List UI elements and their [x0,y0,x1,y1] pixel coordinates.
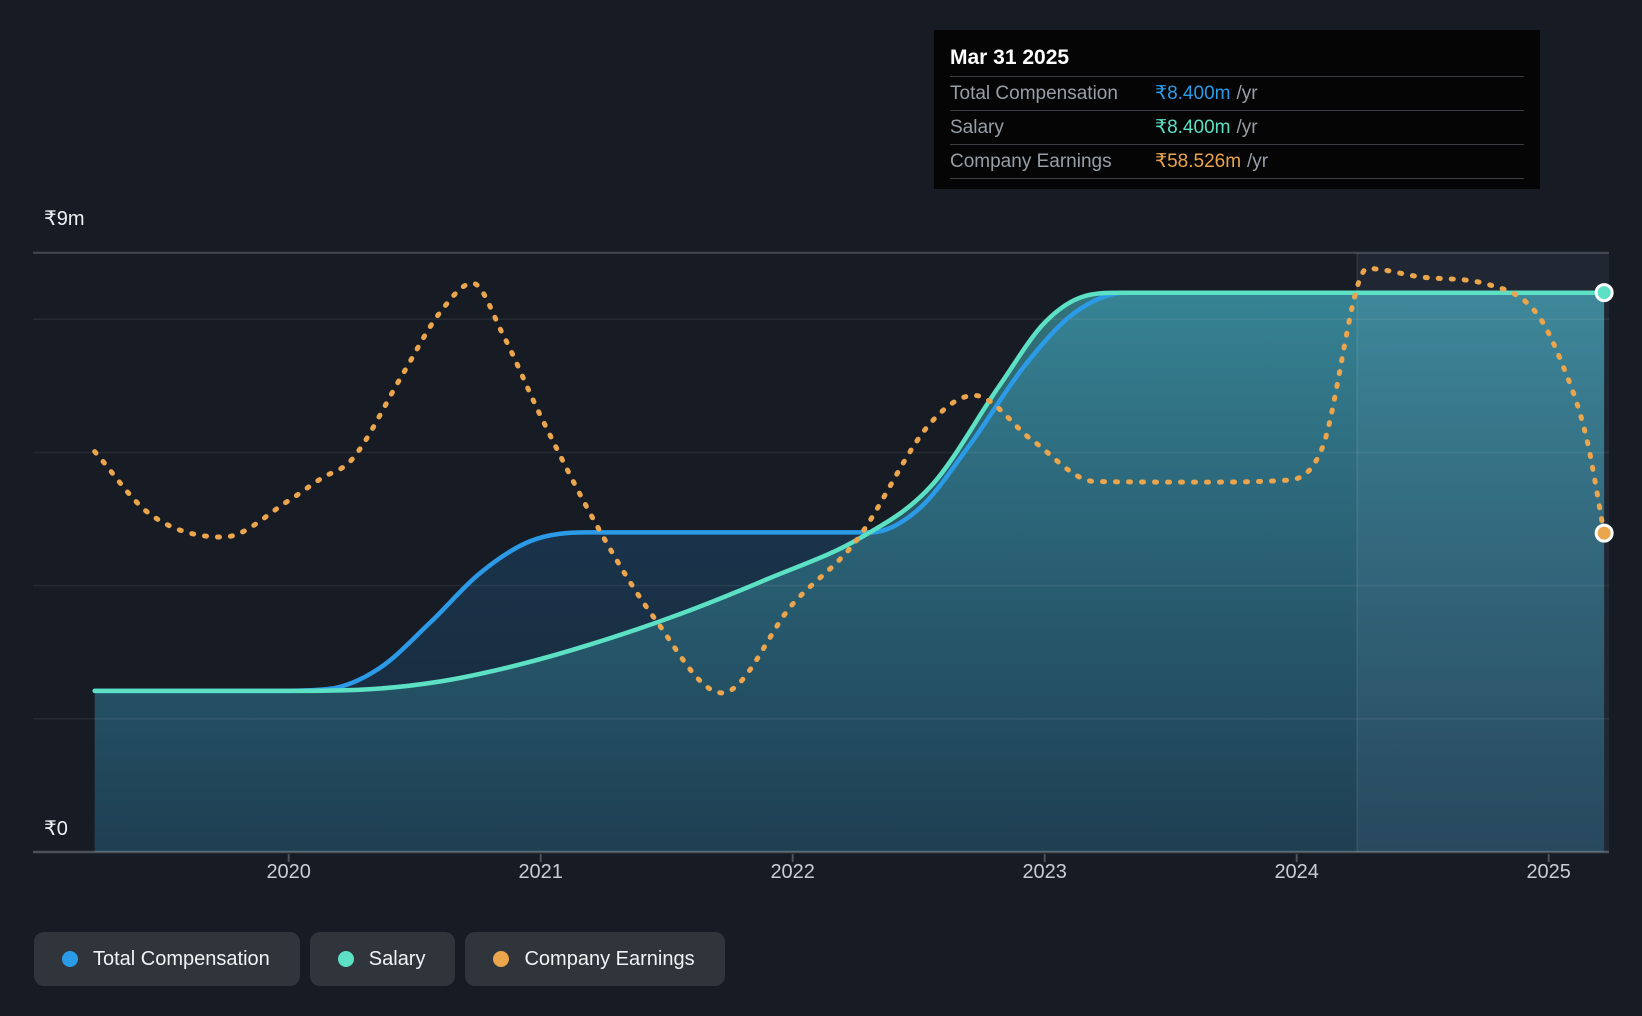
legend-label: Total Compensation [93,947,270,970]
x-axis-label-2023: 2023 [1022,861,1067,883]
tooltip-row-salary: Salary ₹8.400m /yr [950,111,1524,145]
tooltip-label: Total Compensation [950,83,1118,104]
salary-area [94,292,1605,852]
total-compensation-dot-icon [62,951,78,967]
x-axis-label-2020: 2020 [266,861,311,883]
recent-period-highlight-band [1357,252,1609,852]
legend-label: Company Earnings [524,947,695,970]
tooltip-label: Company Earnings [950,151,1112,172]
tooltip-value: ₹8.400m [1155,83,1231,104]
tooltip-value: ₹58.526m [1155,151,1242,172]
y-axis-max-label: ₹9m [44,208,85,230]
salary-line[interactable] [92,290,1607,694]
x-axis-label-2024: 2024 [1274,861,1319,883]
legend-label: Salary [368,947,426,970]
x-axis-label-2021: 2021 [518,861,563,883]
tooltip-unit: /yr [1247,151,1269,172]
company-earnings-dot-icon [493,951,510,967]
legend-item-company-earnings[interactable]: Company Earnings [465,932,725,986]
tooltip-unit: /yr [1236,83,1258,104]
legend-item-total-compensation[interactable]: Total Compensation [34,932,300,986]
x-axis-label-2025: 2025 [1526,861,1571,883]
chart-legend: Total Compensation Salary Company Earnin… [34,932,725,986]
tooltip-row-total-compensation: Total Compensation ₹8.400m /yr [950,77,1524,111]
company-earnings-end-marker [1594,523,1614,543]
salary-dot-icon [337,951,354,967]
legend-item-salary[interactable]: Salary [309,932,456,986]
tooltip-label: Salary [950,117,1004,138]
chart-tooltip: Mar 31 2025 Total Compensation ₹8.400m /… [934,30,1540,189]
tooltip-unit: /yr [1236,117,1258,138]
tooltip-value: ₹8.400m [1155,117,1231,138]
y-axis-zero-label: ₹0 [44,818,68,840]
tooltip-date: Mar 31 2025 [950,40,1524,77]
tooltip-row-company-earnings: Company Earnings ₹58.526m /yr [950,145,1524,179]
salary-end-marker [1594,283,1614,303]
x-axis-label-2022: 2022 [770,861,815,883]
company-earnings-line[interactable] [92,265,1607,696]
